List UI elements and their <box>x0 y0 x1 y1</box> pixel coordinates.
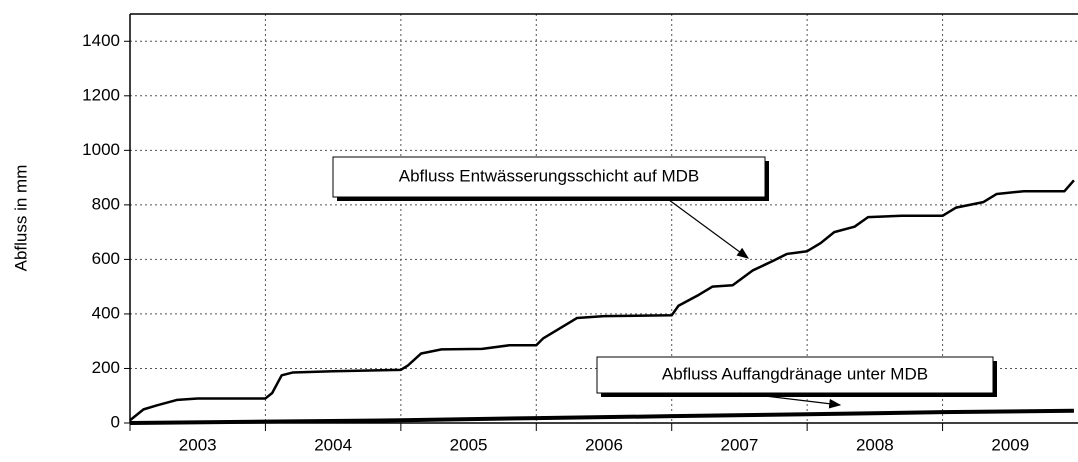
x-tick-label: 2008 <box>856 435 894 454</box>
line-series <box>129 179 1075 422</box>
y-tick-label: 200 <box>92 358 120 377</box>
x-tick-label: 2005 <box>450 435 488 454</box>
y-tick-label: 600 <box>92 249 120 268</box>
y-tick-label: 1400 <box>82 31 120 50</box>
annotation-text: Abfluss Entwässerungsschicht auf MDB <box>399 166 699 185</box>
annotation-arrow <box>664 196 749 259</box>
y-tick-label: 1200 <box>82 85 120 104</box>
annotation-box <box>596 356 994 394</box>
x-tick-label: 2009 <box>991 435 1029 454</box>
x-tick-label: 2006 <box>585 435 623 454</box>
x-tick-label: 2004 <box>314 435 352 454</box>
x-tick-label: 2003 <box>179 435 217 454</box>
y-tick-label: 0 <box>111 412 120 431</box>
y-tick-label: 800 <box>92 194 120 213</box>
annotation-arrow <box>739 392 842 409</box>
line-series <box>129 408 1074 425</box>
y-axis-label: Abfluss in mm <box>11 165 30 272</box>
annotation-text: Abfluss Auffangdränage unter MDB <box>662 364 928 383</box>
annotation-box <box>332 156 766 198</box>
y-tick-label: 400 <box>92 303 120 322</box>
x-tick-label: 2007 <box>721 435 759 454</box>
y-tick-label: 1000 <box>82 140 120 159</box>
